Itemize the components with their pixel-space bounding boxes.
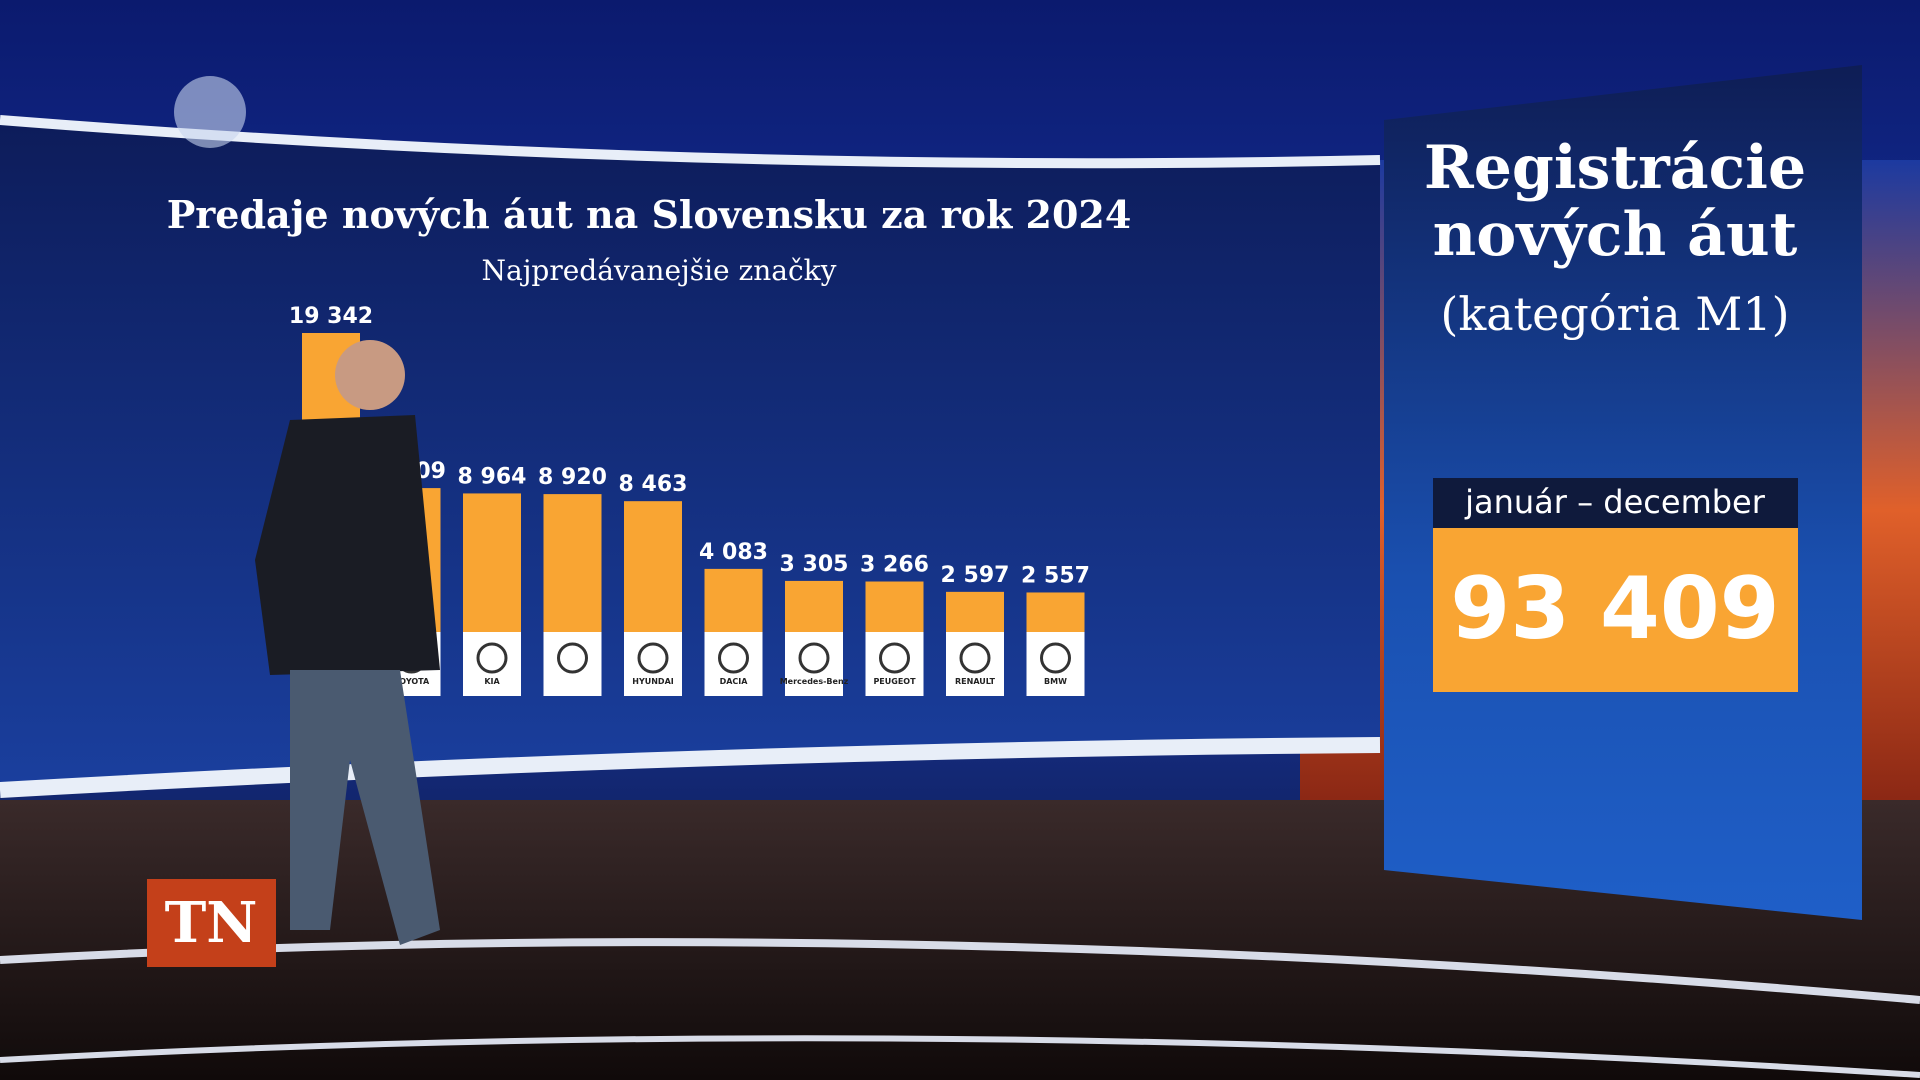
period-label: január – december (1464, 483, 1766, 521)
brand-logo-box (946, 632, 1004, 696)
value-label: 3 266 (860, 553, 929, 578)
brand-label: KIA (484, 677, 500, 686)
bar (865, 581, 924, 632)
value-label: 8 920 (538, 465, 607, 490)
brand-label: RENAULT (955, 677, 996, 686)
value-label: 2 557 (1021, 563, 1090, 588)
bar (463, 493, 521, 632)
panel-subtitle: (kategória M1) (1440, 287, 1789, 341)
brand-emblem (718, 642, 749, 674)
value-label: 8 964 (458, 464, 527, 489)
panel-title: nových áut (1433, 200, 1798, 270)
period-strip (1433, 478, 1798, 528)
brand-logo-box (1026, 632, 1085, 696)
brand-logo-box (463, 632, 521, 696)
brand-logo-box (543, 632, 602, 696)
total-value: 93 409 (1450, 559, 1779, 659)
tn-logo-box (147, 879, 276, 967)
brand-logo-box (624, 632, 682, 696)
wall-rim (0, 737, 1381, 798)
value-label: 4 083 (699, 540, 768, 565)
bar (785, 580, 843, 632)
value-label: 8 463 (619, 472, 688, 497)
info-panel: Registrácie nových áut (kategória M1) ja… (1384, 65, 1862, 920)
brand-emblem (476, 642, 508, 674)
value-label: 3 305 (780, 552, 849, 577)
chart-subtitle: Najpredávanejšie značky (482, 254, 837, 287)
brand-label: TOYOTA (394, 677, 430, 686)
bar (946, 591, 1004, 632)
bar (1026, 592, 1085, 632)
brand-emblem (557, 642, 588, 674)
brand-label: PEUGEOT (873, 677, 916, 686)
panel-title: Registrácie (1424, 133, 1806, 203)
value-label: 2 597 (941, 563, 1010, 588)
brand-emblem (798, 642, 830, 674)
brand-emblem (879, 642, 910, 674)
brand-label: DACIA (720, 677, 749, 686)
bar (704, 568, 763, 632)
floor-line (0, 1035, 1920, 1078)
bar (624, 501, 682, 632)
brand-logo-box (785, 632, 843, 696)
channel-logo (174, 76, 246, 148)
brand-emblem (1040, 642, 1071, 674)
brand-label: BMW (1044, 677, 1067, 686)
brand-emblem (959, 642, 991, 674)
bar (543, 494, 602, 632)
presenter (255, 340, 440, 945)
brand-logo-box (865, 632, 924, 696)
chart-title: Predaje nových áut na Slovensku za rok 2… (167, 192, 1132, 237)
brand-emblem (637, 642, 669, 674)
tn-logo: TN (165, 890, 258, 956)
brand-label: Mercedes-Benz (780, 677, 849, 686)
total-box (1433, 528, 1798, 692)
value-label: 19 342 (289, 304, 373, 329)
brand-logo-box (704, 632, 763, 696)
brand-label: HYUNDAI (632, 677, 674, 686)
